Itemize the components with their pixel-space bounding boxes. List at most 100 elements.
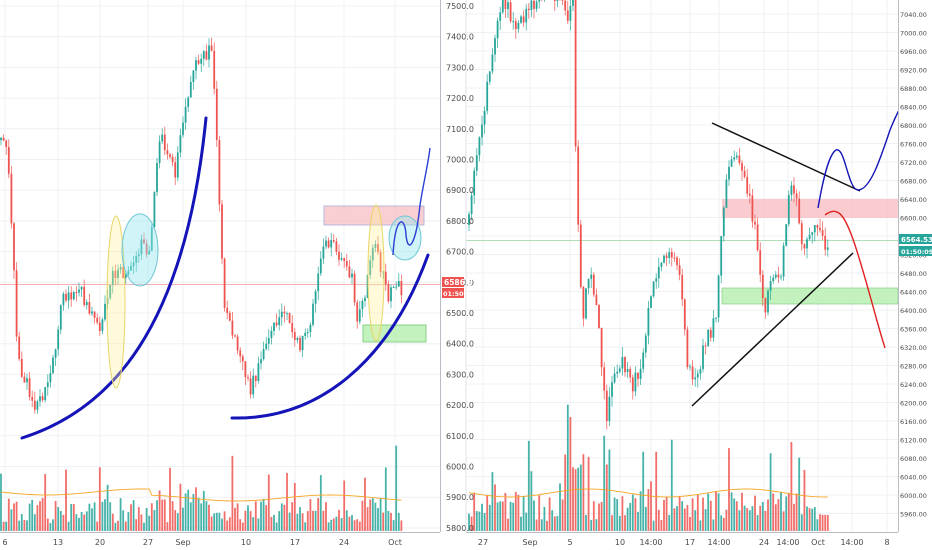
candle-body	[819, 227, 821, 231]
price-badge-text: 6586.8	[444, 278, 473, 287]
volume-bar	[205, 501, 208, 531]
volume-bar	[512, 502, 515, 531]
candle-body	[681, 274, 684, 300]
candle-body	[473, 170, 476, 196]
volume-bar	[88, 503, 91, 531]
candle-body	[491, 54, 494, 72]
volume-bar	[611, 515, 613, 531]
volume-bar	[148, 515, 151, 531]
volume-bar	[223, 511, 226, 531]
volume-bar	[20, 514, 23, 531]
volume-bar	[530, 471, 533, 531]
candle-body	[20, 358, 23, 377]
volume-bar	[509, 501, 512, 531]
volume-bar	[743, 505, 746, 531]
candle-body	[80, 286, 83, 290]
volume-bar	[241, 522, 244, 531]
candle-body	[182, 122, 184, 136]
candle-body	[735, 155, 738, 158]
candle-body	[109, 284, 112, 298]
volume-bar	[293, 482, 296, 531]
volume-bar	[665, 496, 668, 531]
volume-bar	[46, 518, 49, 531]
volume-bar	[522, 496, 525, 531]
volume-bar	[387, 510, 390, 531]
volume-bar	[356, 519, 359, 531]
volume-bar	[621, 496, 624, 531]
volume-bar	[473, 492, 476, 531]
candle-body	[600, 327, 603, 368]
volume-bar	[111, 513, 114, 531]
y-tick-label: 7000.00	[900, 30, 927, 38]
candle-body	[595, 294, 598, 306]
volume-bar	[374, 502, 377, 531]
volume-bar	[795, 493, 798, 531]
volume-bar	[200, 503, 203, 531]
y-tick-label: 6440.00	[900, 289, 927, 297]
candle-body	[239, 350, 242, 357]
candle-body	[257, 363, 260, 382]
volume-bar	[553, 516, 556, 531]
left-candles	[0, 37, 403, 414]
y-tick-label: 6320.00	[900, 344, 927, 352]
volume-bar	[286, 472, 288, 531]
candle-body	[88, 302, 91, 314]
volume-bar	[470, 516, 473, 531]
volume-bar	[2, 521, 5, 531]
y-tick-label: 6400.00	[900, 307, 927, 315]
candle-body	[470, 195, 473, 214]
volume-bar	[179, 483, 182, 531]
candle-body	[668, 252, 671, 258]
volume-bar	[182, 507, 184, 531]
candle-body	[496, 20, 499, 39]
candle-body	[31, 397, 34, 401]
candle-body	[278, 317, 281, 326]
volume-bar	[699, 520, 702, 531]
candle-body	[728, 166, 730, 180]
volume-bar	[59, 510, 62, 531]
volume-bar	[624, 515, 626, 531]
volume-bar	[236, 503, 239, 531]
volume-bar	[145, 507, 148, 531]
volume-bar	[782, 511, 785, 531]
volume-bar	[187, 489, 190, 531]
right-grid	[466, 0, 898, 532]
candle-body	[163, 134, 166, 151]
volume-bar	[117, 520, 119, 531]
candle-body	[335, 241, 338, 252]
volume-bar	[559, 483, 561, 531]
volume-bar	[36, 505, 39, 531]
candle-body	[57, 329, 60, 350]
volume-bar	[660, 519, 663, 531]
candle-body	[148, 250, 151, 255]
candle-body	[504, 0, 507, 10]
volume-bar	[283, 504, 286, 531]
volume-bar	[808, 508, 811, 531]
candle-body	[252, 375, 255, 395]
y-tick-label: 6760.00	[900, 141, 927, 149]
volume-bar	[483, 513, 486, 531]
candle-body	[699, 369, 702, 374]
y-tick-label: 6500.0	[446, 309, 474, 318]
candle-body	[283, 311, 286, 314]
volume-bar	[5, 521, 8, 531]
volume-ma-line	[468, 488, 828, 498]
candle-body	[709, 329, 712, 338]
candle-body	[330, 240, 333, 248]
candle-body	[631, 377, 634, 392]
candle-body	[400, 280, 403, 296]
volume-bar	[62, 514, 65, 531]
volume-bar	[618, 515, 621, 531]
volume-bar	[759, 505, 762, 531]
y-tick-label: 7200.0	[446, 94, 474, 103]
volume-bar	[715, 491, 717, 531]
candle-body	[65, 293, 67, 301]
volume-bar	[67, 521, 70, 531]
volume-bar	[400, 520, 403, 531]
x-tick-label: 17	[290, 538, 300, 547]
candle-body	[150, 227, 153, 251]
y-tick-label: 6080.00	[900, 455, 927, 463]
volume-bar	[769, 453, 772, 531]
candle-body	[384, 271, 387, 285]
y-tick-label: 6840.00	[900, 104, 927, 112]
